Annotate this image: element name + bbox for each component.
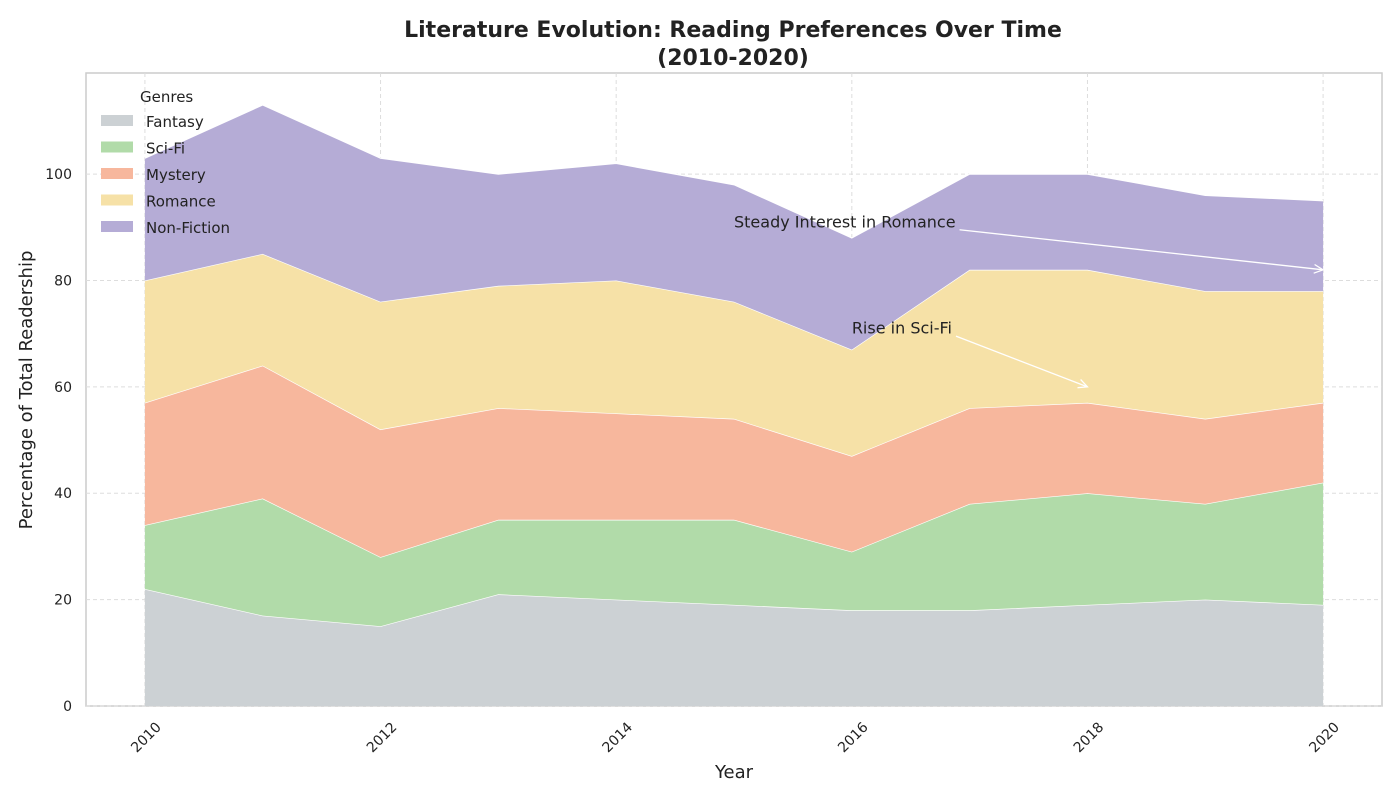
area-sci-fi <box>144 482 1324 627</box>
x-tick-label-2012: 2012 <box>364 720 401 757</box>
legend-swatch-non-fiction <box>101 221 133 232</box>
legend-swatch-mystery <box>101 168 133 179</box>
legend-label-sci-fi: Sci-Fi <box>146 140 185 158</box>
annotation-text-2: Rise in Sci-Fi <box>852 319 952 338</box>
legend-label-mystery: Mystery <box>146 166 206 184</box>
y-axis-ticks: 0 20 40 60 80 100 <box>45 167 72 715</box>
area-mystery <box>144 365 1324 558</box>
annotation-arrow-1 <box>959 229 1324 271</box>
legend: Genres Fantasy Sci-Fi Mystery Romance Non-Fi… <box>101 88 230 237</box>
annotation-arrow-2 <box>955 335 1088 388</box>
x-tick-label-2014: 2014 <box>599 719 636 756</box>
chart-subtitle: (2010-2020) <box>657 46 809 71</box>
legend-title: Genres <box>140 88 193 106</box>
x-axis-label: Year <box>714 762 754 783</box>
y-tick-label-80: 80 <box>54 273 72 289</box>
area-series <box>144 104 1324 706</box>
annotation-arrowhead-1 <box>1313 263 1325 274</box>
x-tick-label-2020: 2020 <box>1306 720 1343 757</box>
legend-label-fantasy: Fantasy <box>146 113 204 131</box>
y-tick-label-40: 40 <box>54 486 72 502</box>
area-romance <box>144 253 1324 456</box>
area-edge-non-fiction <box>144 104 1324 239</box>
legend-swatch-romance <box>101 194 133 206</box>
legend-swatch-sci-fi <box>101 141 133 153</box>
chart-title: Literature Evolution: Reading Preference… <box>404 18 1062 43</box>
x-axis-ticks: 2010 2012 2014 2016 2018 2020 <box>128 719 1343 756</box>
annotations: Steady Interest in Romance Rise in Sci-Fi <box>734 212 1325 389</box>
y-tick-label-20: 20 <box>54 593 72 609</box>
y-tick-label-0: 0 <box>63 699 72 715</box>
x-tick-label-2010: 2010 <box>128 720 165 757</box>
y-axis-label: Percentage of Total Readership <box>16 251 37 530</box>
annotation-text-1: Steady Interest in Romance <box>734 212 956 231</box>
y-tick-label-60: 60 <box>54 380 72 396</box>
area-fantasy <box>144 589 1324 706</box>
y-tick-label-100: 100 <box>45 167 72 183</box>
legend-label-romance: Romance <box>146 193 216 211</box>
x-tick-label-2016: 2016 <box>835 719 872 756</box>
legend-label-non-fiction: Non-Fiction <box>146 219 230 237</box>
area-non-fiction <box>144 104 1324 350</box>
x-tick-label-2018: 2018 <box>1071 720 1108 757</box>
annotation-arrowhead-2 <box>1077 379 1089 389</box>
legend-swatch-fantasy <box>101 115 133 126</box>
